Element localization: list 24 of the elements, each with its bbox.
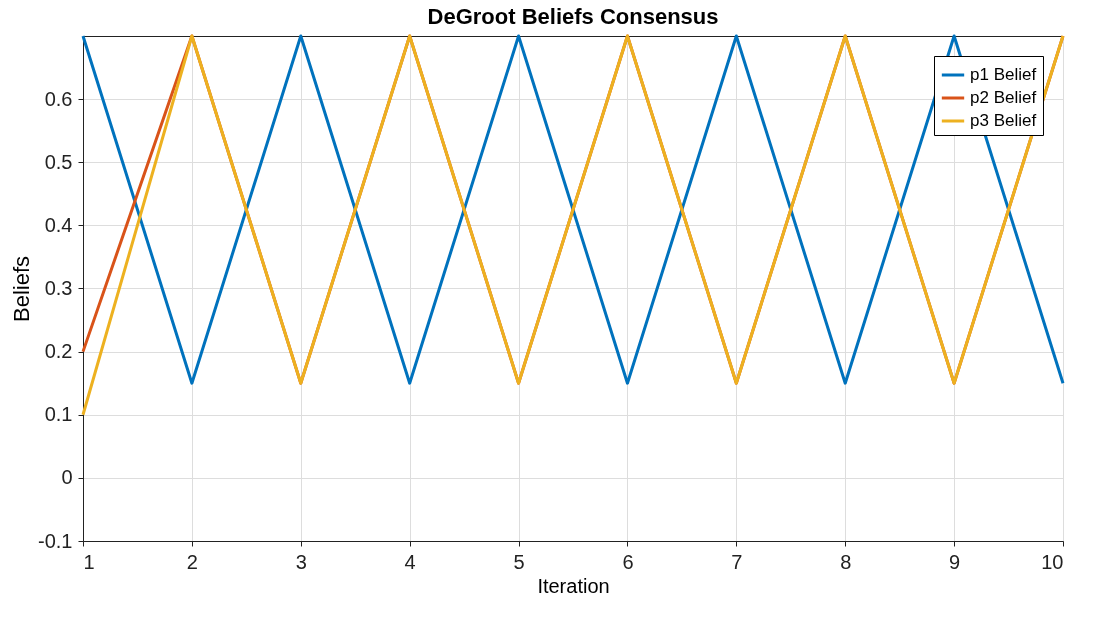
x-tick-label: 3: [295, 550, 307, 573]
x-tick-label: 4: [404, 550, 416, 573]
y-tick-label: -0.1: [38, 529, 73, 552]
y-tick-label: 0.2: [44, 340, 73, 363]
legend-label: p3 Belief: [970, 111, 1037, 130]
y-tick-label: 0.4: [44, 213, 73, 236]
y-axis-title: Beliefs: [9, 255, 35, 323]
x-axis-title: Iteration: [537, 574, 610, 597]
y-tick-label: 0.6: [44, 87, 73, 110]
y-tick-label: 0.5: [44, 150, 73, 173]
x-tick-label: 8: [840, 550, 852, 573]
x-tick-label: 5: [513, 550, 525, 573]
legend-label: p2 Belief: [970, 88, 1037, 107]
y-tick-label: 0.3: [44, 277, 73, 299]
x-tick-label: 2: [186, 550, 198, 573]
x-tick-label: 1: [83, 550, 95, 573]
x-tick-label: 6: [622, 550, 634, 573]
legend-label: p1 Belief: [970, 65, 1037, 84]
x-tick-label: 10: [1041, 550, 1064, 573]
x-tick-label: 7: [731, 550, 743, 573]
y-tick-label: 0.1: [44, 403, 73, 426]
x-tick-label: 9: [949, 550, 961, 573]
y-tick-label: 0: [61, 466, 73, 489]
chart-title: DeGroot Beliefs Consensus: [427, 3, 719, 29]
